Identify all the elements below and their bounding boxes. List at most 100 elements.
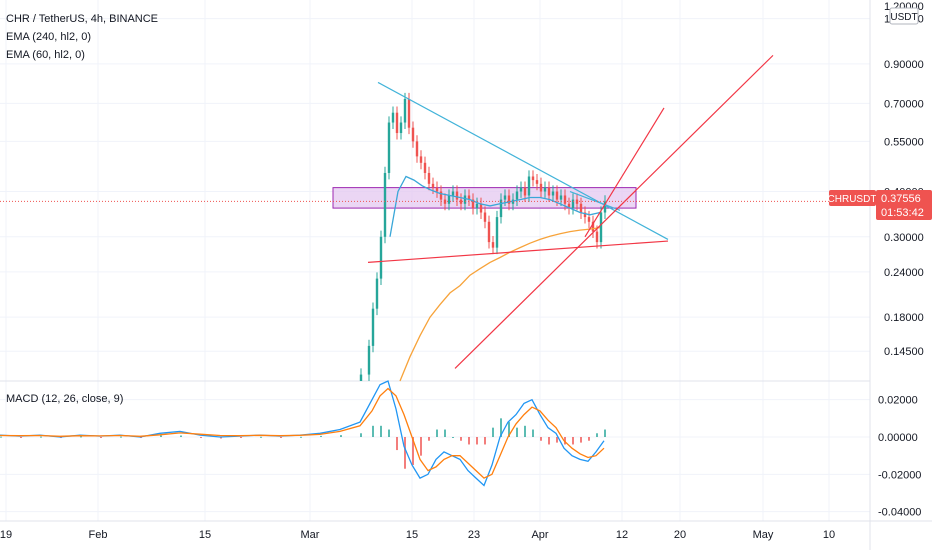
macd-hist-bar xyxy=(580,437,582,443)
price-tick: 0.18000 xyxy=(884,312,924,324)
candle-body xyxy=(487,221,491,243)
candle-body xyxy=(587,217,591,222)
time-tick: 20 xyxy=(674,529,686,541)
macd-hist-bar xyxy=(180,435,182,437)
candle-body xyxy=(379,236,383,279)
candle-body xyxy=(531,176,535,181)
macd-hist-bar xyxy=(492,427,494,437)
price-tick: 0.90000 xyxy=(884,59,924,71)
short-trendline xyxy=(569,190,621,211)
macd-hist-bar xyxy=(340,435,342,437)
macd-hist-bar xyxy=(360,433,362,437)
candle-body xyxy=(375,278,379,309)
macd-hist-bar xyxy=(80,436,82,438)
candles xyxy=(359,92,607,381)
candle-body xyxy=(563,195,567,204)
macd-hist-bar xyxy=(396,437,398,451)
descending-trendline xyxy=(377,81,669,240)
trendlines[interactable] xyxy=(367,54,774,369)
candle-body xyxy=(475,203,479,209)
candle-body xyxy=(359,374,363,381)
macd-hist-bar xyxy=(444,429,446,437)
macd-hist-bar xyxy=(524,425,526,437)
candle-body xyxy=(407,98,411,128)
ema-60-line[interactable] xyxy=(389,175,601,237)
time-tick: 15 xyxy=(199,529,211,541)
price-tick: 0.24000 xyxy=(884,267,924,279)
candle-body xyxy=(591,221,595,232)
macd-tick: -0.04000 xyxy=(878,507,921,519)
macd-hist-bar xyxy=(140,437,142,438)
candle-body xyxy=(383,172,387,237)
ticker-label-text: CHRUSDT xyxy=(828,194,877,205)
macd-hist-bar xyxy=(420,437,422,456)
price-axis[interactable]: 1.200000.900000.700000.550000.400000.300… xyxy=(884,1,924,358)
macd-hist-bar xyxy=(484,437,486,445)
signal-line[interactable] xyxy=(0,387,605,479)
macd-hist-bar xyxy=(160,435,162,437)
candle-body xyxy=(499,199,503,218)
macd-hist-bar xyxy=(0,436,2,438)
macd-hist-bar xyxy=(320,435,322,437)
candle-body xyxy=(551,191,555,196)
macd-hist-bar xyxy=(516,427,518,437)
price-tick: 0.70000 xyxy=(884,98,924,110)
macd-axis[interactable]: 0.02000 0.00000 -0.02000 -0.04000 xyxy=(878,395,921,519)
time-tick: 10 xyxy=(823,529,835,541)
macd-legend[interactable]: MACD (12, 26, close, 9) xyxy=(6,393,123,405)
candle-body xyxy=(527,176,531,196)
candle-body xyxy=(543,187,547,192)
candle-body xyxy=(411,127,415,142)
macd-hist-bar xyxy=(588,437,590,441)
time-axis[interactable]: 19 Feb 15 Mar 15 23 Apr 12 20 May 10 xyxy=(0,529,835,541)
macd-hist-bar xyxy=(500,418,502,437)
candle-body xyxy=(431,183,435,188)
macd-hist-bar xyxy=(260,436,262,438)
price-tick: 0.14500 xyxy=(884,346,924,358)
ema240-legend[interactable]: EMA (240, hl2, 0) xyxy=(6,31,91,43)
candle-body xyxy=(479,203,483,213)
candle-countdown: 01:53:42 xyxy=(881,207,924,219)
macd-hist-bar xyxy=(280,437,282,438)
price-tick: 0.55000 xyxy=(884,136,924,148)
time-tick: 12 xyxy=(616,529,628,541)
candle-body xyxy=(555,191,559,200)
ticker-label: CHRUSDT xyxy=(828,190,877,206)
candle-body xyxy=(387,122,391,173)
candle-body xyxy=(567,203,571,209)
time-tick: May xyxy=(753,529,774,541)
time-tick: 23 xyxy=(468,529,480,541)
macd-hist-bar xyxy=(372,425,374,437)
candle-body xyxy=(595,231,599,243)
candle-body xyxy=(571,199,575,209)
macd-histogram xyxy=(0,418,606,469)
ascending-ray xyxy=(454,54,774,369)
candle-body xyxy=(371,308,375,346)
candle-body xyxy=(423,162,427,173)
currency-badge[interactable]: USDT xyxy=(889,7,919,25)
candle-body xyxy=(535,180,539,184)
symbol-title[interactable]: CHR / TetherUS, 4h, BINANCE xyxy=(6,13,158,25)
candle-body xyxy=(583,212,587,218)
candle-body xyxy=(495,217,499,248)
macd-hist-bar xyxy=(240,437,242,438)
candle-body xyxy=(467,195,471,200)
candle-body xyxy=(459,199,463,204)
time-tick: 19 xyxy=(0,529,12,541)
macd-hist-bar xyxy=(476,437,478,445)
candle-body xyxy=(599,212,603,243)
candle-body xyxy=(403,98,407,123)
macd-hist-bar xyxy=(40,436,42,438)
macd-hist-bar xyxy=(380,425,382,437)
macd-hist-bar xyxy=(404,437,406,469)
last-price-tag: 0.37556 01:53:42 xyxy=(876,190,932,220)
candle-body xyxy=(503,195,507,200)
macd-hist-bar xyxy=(460,437,462,441)
candle-body xyxy=(427,172,431,184)
ema-240-line[interactable] xyxy=(399,226,601,382)
ema60-legend[interactable]: EMA (60, hl2, 0) xyxy=(6,49,85,61)
macd-line[interactable] xyxy=(0,380,605,487)
macd-hist-bar xyxy=(428,437,430,441)
macd-hist-bar xyxy=(412,437,414,465)
